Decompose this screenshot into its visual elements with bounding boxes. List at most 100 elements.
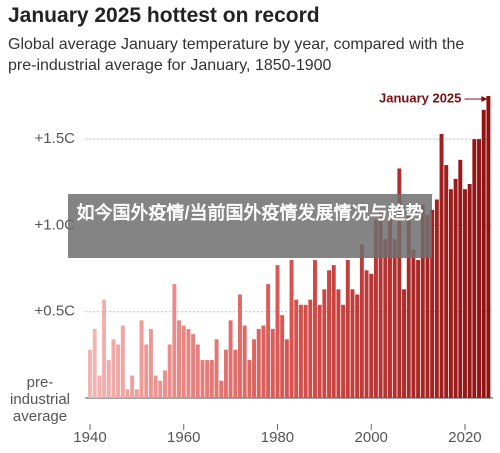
bar [448,189,453,398]
bar [275,265,280,398]
bar [111,339,116,398]
bar [116,344,121,398]
bar [303,304,308,398]
chart-subtitle: Global average January temperature by ye… [8,36,465,74]
bar [327,270,332,398]
bar [205,360,210,398]
bar [256,328,261,398]
bar [458,159,463,398]
bar [388,215,392,398]
bar [317,304,322,398]
bar [219,380,224,398]
bar [373,220,378,398]
bar [467,184,472,398]
x-tick-label: 2020 [448,429,481,446]
bar [406,215,411,398]
annotation-arrowhead [481,96,488,102]
bar [139,320,144,398]
bar [125,389,130,398]
bar [289,259,294,398]
bar [228,320,233,398]
bar [209,360,214,398]
bar [130,375,135,398]
bar [247,360,252,398]
bar [486,96,491,398]
annotation: January 2025 [379,90,461,105]
bar [266,284,271,398]
bar [284,339,289,398]
y-tick-label: +1.5C [35,130,76,147]
bar [359,244,364,398]
bar [402,289,407,398]
bar [200,360,205,398]
bar [355,294,360,398]
bar [134,389,139,398]
bar [364,270,369,398]
bar [341,304,346,398]
bar [223,349,228,398]
bar [345,259,350,398]
bar [453,178,458,398]
bar [444,165,449,398]
bar [270,328,275,398]
bar [177,320,182,398]
bar [392,239,397,398]
x-tick-label: 2000 [355,429,388,446]
bar [144,344,149,398]
bar [383,239,388,398]
chart-title: January 2025 hottest on record [8,4,320,27]
bar [102,299,107,398]
bar [298,304,303,398]
bar [97,375,102,398]
bar [481,109,486,398]
bar [195,344,200,398]
bar [280,315,285,398]
x-tick-label: 1980 [261,429,294,446]
bar [420,204,425,398]
bar [163,370,167,398]
x-tick-label: 1940 [73,429,106,446]
bar [233,349,238,398]
bar [106,360,111,398]
bar [350,289,355,398]
bar [425,215,430,398]
bar [92,328,97,398]
bar [439,133,444,399]
bar [336,289,341,398]
y-tick-label: +1.0C [35,216,76,233]
bar [308,299,313,398]
bar [434,199,439,398]
bar [411,249,416,398]
bar [369,273,374,398]
bar [148,328,153,398]
bar [397,168,402,398]
bar [167,344,172,398]
bar [186,328,191,398]
bar [172,284,177,398]
bar [120,325,125,398]
bar [430,209,435,398]
overlay-banner: 如今国外疫情/当前国外疫情发展情况与趋势 [68,194,432,258]
bar [158,380,163,398]
bar [153,375,158,398]
bar [191,334,196,398]
y-tick-label: +0.5C [35,303,76,320]
bar [242,325,247,398]
bar [313,259,317,398]
y-tick-label: pre-industrial average [9,374,71,425]
bar [261,325,266,398]
bar [378,209,383,398]
bar [472,139,477,398]
bar [252,339,257,398]
bar [214,339,219,398]
bar [322,289,327,398]
bar [181,325,186,398]
bar [294,299,299,398]
x-tick-label: 1960 [167,429,200,446]
bar [477,139,482,398]
bar [416,259,421,398]
bar [463,189,467,398]
bar [88,349,92,398]
